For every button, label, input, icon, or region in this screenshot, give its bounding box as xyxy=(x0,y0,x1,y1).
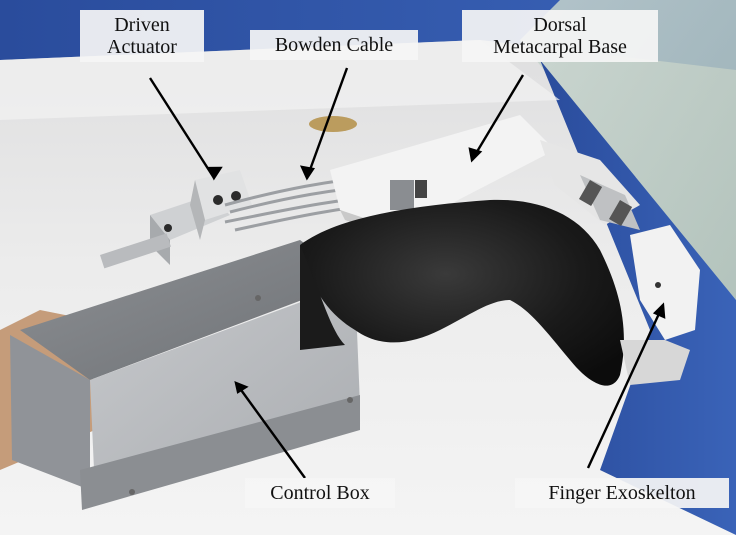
black-glove xyxy=(300,199,624,386)
finger-linkage xyxy=(540,140,640,230)
exo-pivot xyxy=(655,282,661,288)
screw xyxy=(129,489,135,495)
control-box-lower xyxy=(80,395,360,510)
annotation-arrows xyxy=(148,67,666,479)
driven-actuator-assembly xyxy=(100,170,252,269)
dorsal-metacarpal-base xyxy=(330,115,555,230)
control-box-left xyxy=(10,335,90,490)
table-stain xyxy=(309,116,357,132)
mount-slot xyxy=(415,180,427,198)
screw xyxy=(255,295,261,301)
label-dorsal-metacarpal-base: Dorsal Metacarpal Base xyxy=(462,10,658,62)
glove-cuff xyxy=(300,245,345,350)
label-control-box: Control Box xyxy=(245,478,395,508)
screw xyxy=(347,397,353,403)
control-box-top xyxy=(20,240,355,380)
label-driven-actuator-line1: Driven xyxy=(114,14,170,36)
label-driven-actuator: Driven Actuator xyxy=(80,10,204,62)
label-control-box-text: Control Box xyxy=(270,482,370,504)
label-dorsal-base-line2: Metacarpal Base xyxy=(493,36,627,58)
finger-exoskeleton-tip xyxy=(620,340,690,385)
label-dorsal-base-line1: Dorsal xyxy=(533,14,587,36)
label-finger-exoskeleton-text: Finger Exoskelton xyxy=(548,482,696,504)
control-box-front xyxy=(90,282,360,492)
label-bowden-cable: Bowden Cable xyxy=(250,30,418,60)
finger-exoskeleton-cap xyxy=(630,225,700,340)
label-bowden-cable-text: Bowden Cable xyxy=(274,34,394,56)
label-driven-actuator-line2: Actuator xyxy=(107,36,177,58)
mount-plate xyxy=(390,180,414,210)
glass-panel xyxy=(520,0,736,300)
label-finger-exoskeleton: Finger Exoskelton xyxy=(515,478,729,508)
